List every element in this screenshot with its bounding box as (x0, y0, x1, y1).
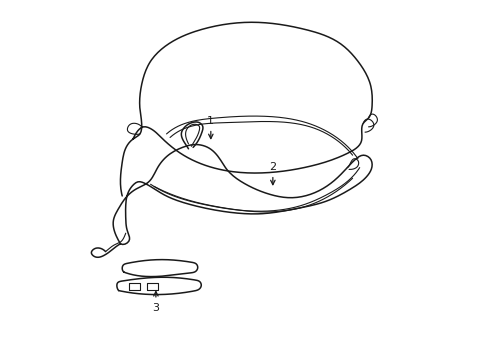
Text: 2: 2 (269, 162, 276, 172)
Text: 1: 1 (207, 116, 214, 126)
Text: 3: 3 (152, 303, 159, 313)
